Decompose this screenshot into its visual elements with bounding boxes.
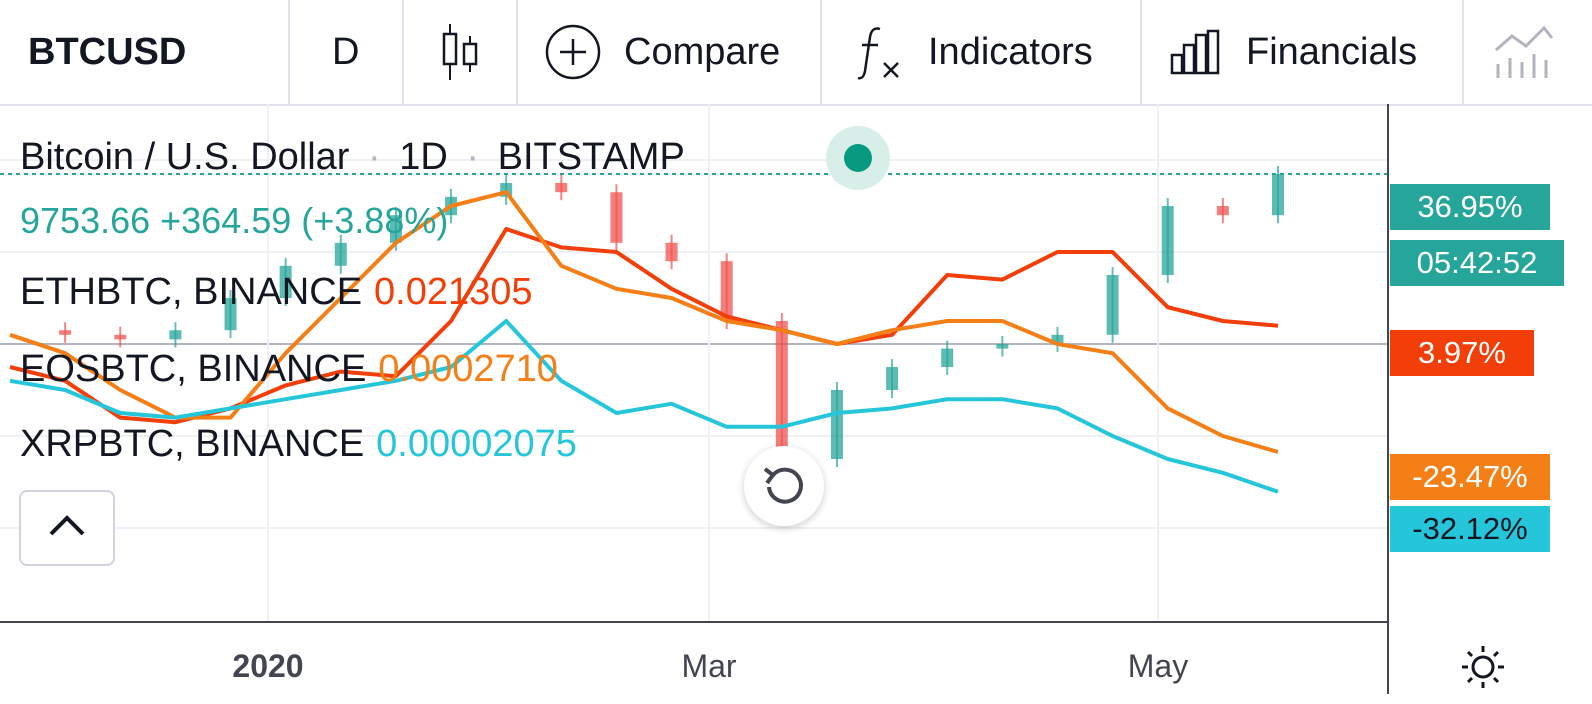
xrp-price-badge: -32.12% bbox=[1390, 506, 1550, 552]
chart-settings-button[interactable] bbox=[1460, 644, 1506, 695]
compare-label: Compare bbox=[624, 30, 781, 73]
candles-icon bbox=[440, 22, 480, 82]
toolbar-divider bbox=[516, 0, 518, 104]
btc-candle bbox=[114, 334, 127, 340]
legend-name: ETHBTC, BINANCE bbox=[20, 271, 363, 313]
toolbar-divider bbox=[1462, 0, 1464, 104]
market-status-indicator[interactable] bbox=[826, 126, 890, 190]
chart-plot-area[interactable] bbox=[0, 104, 1387, 621]
legend-name: XRPBTC, BINANCE bbox=[20, 423, 365, 465]
reset-icon bbox=[761, 461, 807, 512]
btc-candle bbox=[59, 330, 72, 335]
header-dot: · bbox=[466, 136, 480, 178]
chevron-up-icon bbox=[47, 514, 87, 543]
badge-text: 3.97% bbox=[1418, 335, 1506, 370]
btc-candle bbox=[334, 242, 347, 266]
toolbar-divider bbox=[1140, 0, 1142, 104]
btc-candle bbox=[1161, 206, 1174, 275]
btc-price-badge: 36.95% bbox=[1390, 184, 1550, 230]
toolbar-divider bbox=[820, 0, 822, 104]
chart-series bbox=[0, 166, 1387, 494]
interval-label: D bbox=[332, 30, 360, 73]
btc-candle bbox=[996, 344, 1009, 349]
financials-bars-icon bbox=[1170, 29, 1222, 75]
price-line: 9753.66 +364.59 (+3.88%) bbox=[20, 200, 449, 241]
financials-button[interactable]: Financials bbox=[1170, 0, 1417, 104]
financials-label: Financials bbox=[1246, 30, 1418, 73]
legend-value: 0.021305 bbox=[374, 271, 533, 313]
btc-candle bbox=[775, 321, 788, 459]
btc-candle bbox=[830, 390, 843, 459]
xrpbtc-line bbox=[9, 319, 1279, 494]
symbol-label: BTCUSD bbox=[28, 30, 187, 73]
btc-candle bbox=[1272, 174, 1284, 216]
time-label-2020: 2020 bbox=[232, 648, 304, 684]
indicators-button[interactable]: Indicators bbox=[856, 0, 1093, 104]
time-label-mar: Mar bbox=[681, 648, 737, 684]
badge-text: -23.47% bbox=[1412, 459, 1528, 494]
time-label-may: May bbox=[1127, 648, 1189, 684]
btc-candle bbox=[1106, 275, 1119, 335]
badge-text: 05:42:52 bbox=[1416, 245, 1538, 280]
chart-type-icon bbox=[1494, 24, 1554, 80]
btc-candle bbox=[665, 242, 678, 262]
reset-chart-button[interactable] bbox=[744, 446, 824, 526]
more-chart-types-button[interactable] bbox=[1494, 0, 1554, 104]
eth-price-badge: 3.97% bbox=[1390, 330, 1534, 376]
ethbtc-line bbox=[9, 227, 1279, 425]
interval-button[interactable]: D bbox=[332, 0, 359, 104]
legend-name: EOSBTC, BINANCE bbox=[20, 348, 367, 390]
eos-price-badge: -23.47% bbox=[1390, 454, 1550, 500]
compare-button[interactable]: Compare bbox=[544, 0, 780, 104]
price-scale-divider bbox=[1387, 104, 1389, 694]
top-toolbar: BTCUSD D Compare bbox=[0, 0, 1592, 106]
indicators-label: Indicators bbox=[928, 30, 1093, 73]
eosbtc-line bbox=[9, 190, 1279, 454]
btc-candle bbox=[941, 348, 954, 367]
btc-candle bbox=[169, 330, 182, 340]
btc-candle bbox=[224, 298, 237, 331]
status-dot bbox=[844, 144, 872, 172]
chart-grid bbox=[0, 104, 1387, 621]
chart-exchange: BITSTAMP bbox=[497, 136, 685, 178]
btc-candle bbox=[555, 183, 568, 193]
legend-value: 0.0002710 bbox=[378, 348, 558, 390]
plus-circle-icon bbox=[544, 23, 602, 81]
legend-item-xrpbtc[interactable]: XRPBTC, BINANCE 0.00002075 bbox=[20, 425, 577, 463]
btc-candle bbox=[389, 215, 402, 243]
toolbar-divider bbox=[288, 0, 290, 104]
header-dot: · bbox=[368, 136, 381, 178]
toolbar-divider bbox=[402, 0, 404, 104]
btc-candle bbox=[610, 192, 623, 243]
btc-candle bbox=[1216, 206, 1229, 216]
btc-candle bbox=[1051, 334, 1064, 344]
time-scale-divider bbox=[0, 621, 1387, 623]
chart-title: Bitcoin / U.S. Dollar bbox=[20, 136, 350, 178]
badge-text: 36.95% bbox=[1417, 189, 1523, 224]
countdown-badge: 05:42:52 bbox=[1390, 240, 1564, 286]
badge-text: -32.12% bbox=[1412, 511, 1528, 546]
btc-candle bbox=[886, 367, 899, 390]
chart-style-button[interactable] bbox=[440, 0, 480, 104]
btc-candle bbox=[279, 265, 292, 298]
symbol-button[interactable]: BTCUSD bbox=[28, 0, 186, 104]
legend-item-eosbtc[interactable]: EOSBTC, BINANCE 0.0002710 bbox=[20, 350, 558, 388]
sun-icon bbox=[1460, 646, 1506, 694]
legend-value: 0.00002075 bbox=[376, 423, 577, 465]
btc-candle bbox=[720, 261, 733, 321]
fx-icon bbox=[856, 23, 902, 81]
collapse-legend-button[interactable] bbox=[19, 490, 115, 566]
chart-interval: 1D bbox=[399, 136, 448, 178]
chart-header: Bitcoin / U.S. Dollar · 1D · BITSTAMP bbox=[20, 138, 685, 176]
legend-item-ethbtc[interactable]: ETHBTC, BINANCE 0.021305 bbox=[20, 273, 533, 311]
